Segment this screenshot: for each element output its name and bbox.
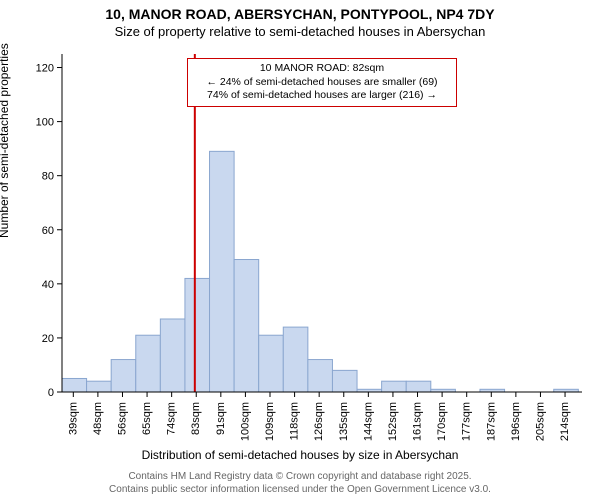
histogram-bar xyxy=(160,319,185,392)
chart-container: 10, MANOR ROAD, ABERSYCHAN, PONTYPOOL, N… xyxy=(0,0,600,500)
chart-title: 10, MANOR ROAD, ABERSYCHAN, PONTYPOOL, N… xyxy=(0,6,600,24)
x-tick-label: 135sqm xyxy=(338,402,350,441)
footer-line-1: Contains HM Land Registry data © Crown c… xyxy=(0,471,600,484)
x-tick-label: 48sqm xyxy=(92,402,104,435)
x-tick-label: 74sqm xyxy=(166,402,178,435)
x-tick-label: 100sqm xyxy=(239,402,251,441)
x-tick-label: 161sqm xyxy=(412,402,424,441)
histogram-bar xyxy=(259,335,284,392)
x-tick-label: 39sqm xyxy=(67,402,79,435)
x-tick-label: 126sqm xyxy=(313,402,325,441)
chart-subtitle: Size of property relative to semi-detach… xyxy=(0,24,600,39)
y-tick-label: 80 xyxy=(42,171,54,183)
y-tick-label: 20 xyxy=(42,333,54,345)
histogram-bar xyxy=(87,381,112,392)
x-tick-label: 177sqm xyxy=(461,402,473,441)
y-tick-label: 100 xyxy=(36,117,54,129)
y-axis-label: Number of semi-detached properties xyxy=(0,43,11,238)
x-tick-label: 144sqm xyxy=(362,402,374,441)
annotation-callout: 10 MANOR ROAD: 82sqm ← 24% of semi-detac… xyxy=(187,58,457,107)
histogram-bar xyxy=(111,360,136,392)
x-tick-label: 187sqm xyxy=(485,402,497,441)
y-tick-label: 40 xyxy=(42,279,54,291)
x-tick-label: 91sqm xyxy=(215,402,227,435)
y-tick-label: 60 xyxy=(42,225,54,237)
y-tick-label: 120 xyxy=(36,63,54,75)
footer-line-2: Contains public sector information licen… xyxy=(0,484,600,497)
y-tick-label: 0 xyxy=(48,387,54,399)
annotation-line-3: 74% of semi-detached houses are larger (… xyxy=(194,89,450,103)
histogram-bar xyxy=(332,370,357,392)
x-tick-label: 65sqm xyxy=(141,402,153,435)
histogram-bar xyxy=(185,278,210,392)
x-tick-label: 205sqm xyxy=(534,402,546,441)
x-tick-label: 109sqm xyxy=(264,402,276,441)
x-tick-label: 56sqm xyxy=(116,402,128,435)
x-tick-label: 118sqm xyxy=(289,402,301,440)
histogram-bar xyxy=(283,327,308,392)
x-tick-label: 170sqm xyxy=(436,402,448,441)
histogram-bar xyxy=(136,335,161,392)
x-tick-label: 214sqm xyxy=(559,402,571,441)
x-tick-label: 152sqm xyxy=(387,402,399,441)
histogram-bar xyxy=(62,378,87,392)
x-tick-label: 196sqm xyxy=(510,402,522,441)
x-axis-label: Distribution of semi-detached houses by … xyxy=(0,448,600,462)
histogram-bar xyxy=(308,360,333,392)
histogram-bar xyxy=(210,151,235,392)
annotation-line-1: 10 MANOR ROAD: 82sqm xyxy=(194,62,450,76)
histogram-bar xyxy=(382,381,407,392)
footer-attribution: Contains HM Land Registry data © Crown c… xyxy=(0,471,600,496)
histogram-bar xyxy=(234,260,259,392)
histogram-bar xyxy=(406,381,431,392)
x-tick-label: 83sqm xyxy=(190,402,202,435)
title-block: 10, MANOR ROAD, ABERSYCHAN, PONTYPOOL, N… xyxy=(0,6,600,39)
annotation-line-2: ← 24% of semi-detached houses are smalle… xyxy=(194,76,450,90)
